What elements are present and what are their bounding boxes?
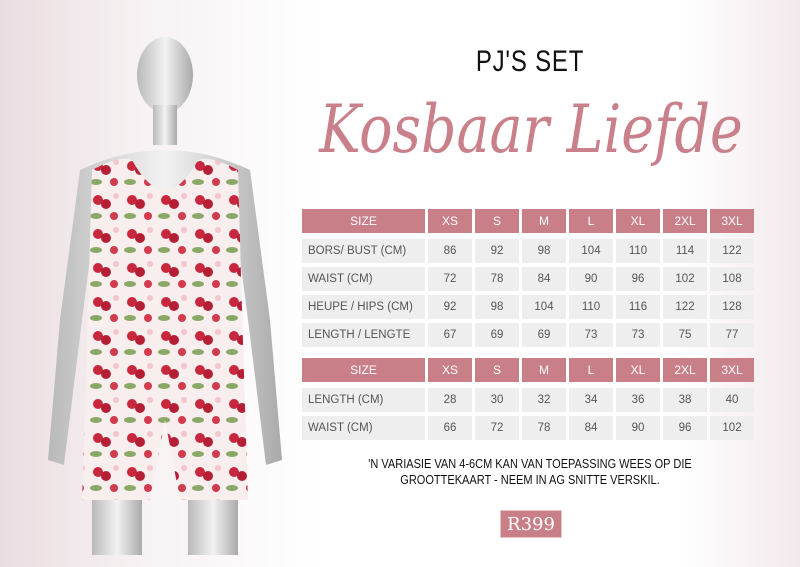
header-cell: XL: [616, 358, 660, 382]
value-cell: 114: [663, 239, 707, 263]
value-cell: 75: [663, 323, 707, 347]
value-cell: 77: [710, 323, 754, 347]
header-cell: M: [522, 209, 566, 233]
value-cell: 32: [522, 388, 566, 412]
value-cell: 110: [569, 295, 613, 319]
size-variation-note: 'N VARIASIE VAN 4-6CM KAN VAN TOEPASSING…: [368, 457, 692, 487]
value-cell: 36: [616, 388, 660, 412]
row-label: LENGTH / LENGTE: [302, 323, 425, 347]
price-badge: R399: [500, 510, 562, 538]
value-cell: 40: [710, 388, 754, 412]
value-cell: 128: [710, 295, 754, 319]
value-cell: 98: [475, 295, 519, 319]
header-cell: 3XL: [710, 358, 754, 382]
cherry-print-romper: [82, 158, 248, 500]
header-cell: XL: [616, 209, 660, 233]
value-cell: 92: [428, 295, 472, 319]
value-cell: 38: [663, 388, 707, 412]
header-cell: S: [475, 358, 519, 382]
header-cell: XS: [428, 209, 472, 233]
value-cell: 96: [663, 416, 707, 440]
value-cell: 78: [522, 416, 566, 440]
row-label: LENGTH (CM): [302, 388, 425, 412]
value-cell: 84: [569, 416, 613, 440]
value-cell: 78: [475, 267, 519, 291]
product-title: Kosbaar Liefde: [319, 91, 743, 168]
value-cell: 84: [522, 267, 566, 291]
value-cell: 90: [616, 416, 660, 440]
header-cell: XS: [428, 358, 472, 382]
row-label: BORS/ BUST (CM): [302, 239, 425, 263]
value-cell: 96: [616, 267, 660, 291]
header-cell: SIZE: [302, 209, 425, 233]
value-cell: 104: [522, 295, 566, 319]
value-cell: 86: [428, 239, 472, 263]
header-cell: L: [569, 358, 613, 382]
header-cell: S: [475, 209, 519, 233]
header-cell: M: [522, 358, 566, 382]
value-cell: 122: [710, 239, 754, 263]
value-cell: 66: [428, 416, 472, 440]
mannequin-product-image: [48, 37, 282, 555]
value-cell: 73: [569, 323, 613, 347]
product-subtitle: PJ'S SET: [475, 45, 585, 78]
value-cell: 92: [475, 239, 519, 263]
value-cell: 72: [475, 416, 519, 440]
size-table-bottom: SIZE XS S M L XL 2XL 3XL LENGTH (CM) 28 30 32 34 36 38…: [302, 358, 754, 440]
row-label: HEUPE / HIPS (CM): [302, 295, 425, 319]
value-cell: 98: [522, 239, 566, 263]
value-cell: 104: [569, 239, 613, 263]
value-cell: 122: [663, 295, 707, 319]
value-cell: 34: [569, 388, 613, 412]
value-cell: 110: [616, 239, 660, 263]
row-label: WAIST (CM): [302, 267, 425, 291]
header-cell: 3XL: [710, 209, 754, 233]
header-cell: L: [569, 209, 613, 233]
header-cell: 2XL: [663, 358, 707, 382]
value-cell: 69: [522, 323, 566, 347]
value-cell: 30: [475, 388, 519, 412]
value-cell: 73: [616, 323, 660, 347]
value-cell: 67: [428, 323, 472, 347]
value-cell: 90: [569, 267, 613, 291]
value-cell: 72: [428, 267, 472, 291]
header-cell: SIZE: [302, 358, 425, 382]
size-table-top: SIZE XS S M L XL 2XL 3XL BORS/ BUST (CM) 86 92 98 10…: [302, 209, 754, 347]
value-cell: 116: [616, 295, 660, 319]
value-cell: 102: [663, 267, 707, 291]
header-cell: 2XL: [663, 209, 707, 233]
value-cell: 69: [475, 323, 519, 347]
value-cell: 28: [428, 388, 472, 412]
value-cell: 108: [710, 267, 754, 291]
row-label: WAIST (CM): [302, 416, 425, 440]
value-cell: 102: [710, 416, 754, 440]
